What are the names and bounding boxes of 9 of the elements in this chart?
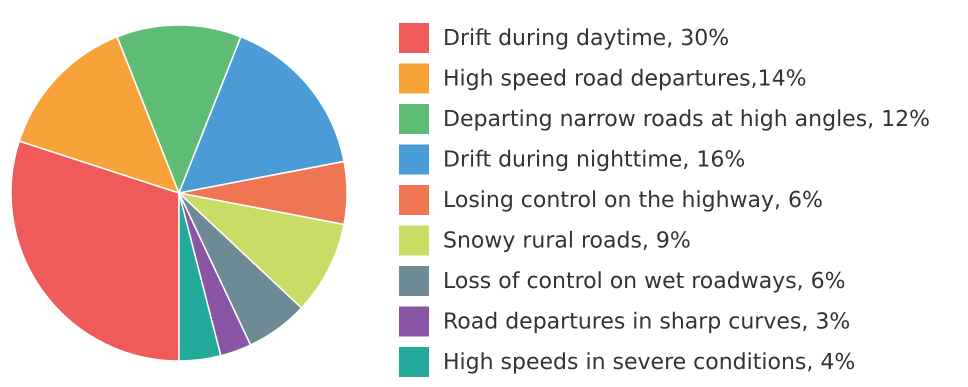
legend-label: Road departures in sharp curves, 3%	[443, 310, 850, 334]
legend-label: Losing control on the highway, 6%	[443, 188, 823, 213]
legend-label: High speed road departures,14%	[443, 66, 806, 92]
legend-label: High speeds in severe conditions, 4%	[443, 350, 856, 375]
legend-label: Loss of control on wet roadways, 6%	[443, 269, 846, 294]
legend-label: Snowy rural roads, 9%	[443, 228, 691, 254]
legend-label: Drift during daytime, 30%	[443, 26, 730, 51]
legend-label: Drift during nighttime, 16%	[443, 148, 746, 172]
legend-label: Departing narrow roads at high angles, 12%	[443, 107, 930, 132]
